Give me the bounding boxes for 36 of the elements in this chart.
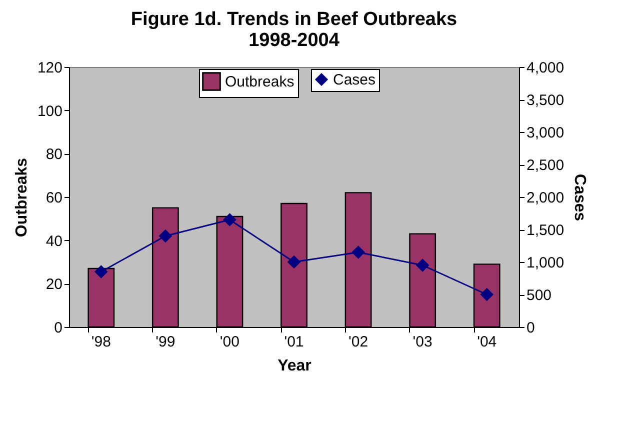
x-axis-title: Year xyxy=(278,358,312,374)
y2-axis-title: Cases xyxy=(571,174,588,222)
x-tick-label: '04 xyxy=(477,334,497,350)
point xyxy=(480,288,494,301)
y-axis-title: Outbreaks xyxy=(13,158,30,238)
point xyxy=(416,259,429,272)
x-tick-label: '01 xyxy=(284,334,304,350)
point xyxy=(288,256,300,268)
x-tick-label: '99 xyxy=(156,334,176,350)
legend-label: Outbreaks xyxy=(225,74,294,90)
x-tick-label: '98 xyxy=(91,334,111,350)
y-tick-label: 40 xyxy=(46,232,62,250)
point xyxy=(159,230,172,242)
chart-title: Figure 1d. Trends in Beef Outbreaks 1998-2004 xyxy=(130,9,458,51)
x-tick-label: '02 xyxy=(348,334,368,350)
legend-label: Cases xyxy=(333,72,376,88)
y-tick-label: 20 xyxy=(46,276,62,294)
y2-tick-label: 2,000 xyxy=(526,190,564,206)
x-tick-label: '03 xyxy=(412,334,432,350)
point xyxy=(352,246,365,258)
y2-tick-label: 3,000 xyxy=(526,124,564,142)
y-tick-label: 120 xyxy=(37,60,62,76)
y2-tick-label: 0 xyxy=(526,320,535,336)
y-tick-label: 100 xyxy=(37,102,62,120)
x-tick-label: '00 xyxy=(220,334,240,350)
y-tick-label: 0 xyxy=(54,320,62,336)
y2-tick-label: 1,500 xyxy=(526,222,564,239)
y2-tick-label: 500 xyxy=(526,287,552,304)
y2-tick-label: 3,500 xyxy=(526,92,564,109)
y2-tick-label: 4,000 xyxy=(526,60,564,76)
y-tick-label: 80 xyxy=(46,146,62,164)
y2-tick-label: 2,500 xyxy=(526,157,564,174)
y-tick-label: 60 xyxy=(46,190,62,206)
point xyxy=(223,214,236,226)
point xyxy=(94,266,108,278)
y2-tick-label: 1,000 xyxy=(526,254,564,272)
